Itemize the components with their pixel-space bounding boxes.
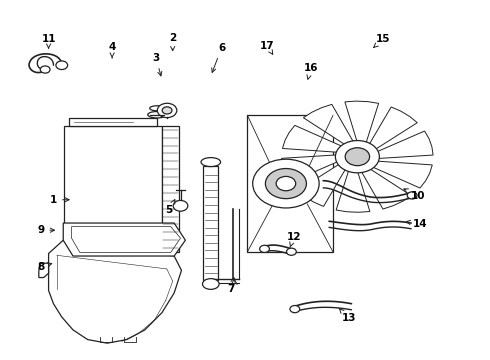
Circle shape bbox=[56, 61, 68, 69]
Circle shape bbox=[253, 159, 319, 208]
Text: 4: 4 bbox=[108, 42, 116, 58]
Text: 15: 15 bbox=[374, 35, 390, 48]
Polygon shape bbox=[297, 164, 345, 206]
Text: 11: 11 bbox=[41, 35, 56, 48]
Text: 8: 8 bbox=[37, 262, 52, 272]
Polygon shape bbox=[63, 223, 185, 256]
Circle shape bbox=[290, 306, 300, 313]
Circle shape bbox=[40, 66, 50, 73]
Text: 1: 1 bbox=[50, 195, 69, 205]
Text: 10: 10 bbox=[404, 189, 426, 201]
Text: 9: 9 bbox=[37, 225, 54, 235]
Bar bbox=[69, 118, 157, 126]
Text: 3: 3 bbox=[152, 53, 162, 76]
Text: 14: 14 bbox=[406, 219, 427, 229]
Polygon shape bbox=[49, 240, 181, 343]
Bar bbox=[162, 126, 179, 252]
Circle shape bbox=[173, 201, 188, 211]
Circle shape bbox=[162, 107, 172, 114]
Circle shape bbox=[266, 168, 306, 199]
Polygon shape bbox=[282, 155, 338, 183]
Ellipse shape bbox=[148, 112, 166, 118]
Polygon shape bbox=[336, 170, 370, 212]
Circle shape bbox=[276, 176, 295, 191]
Circle shape bbox=[345, 148, 369, 166]
Polygon shape bbox=[345, 101, 379, 143]
Bar bbox=[247, 116, 333, 252]
Bar bbox=[203, 166, 218, 280]
Polygon shape bbox=[39, 263, 49, 278]
Circle shape bbox=[407, 192, 417, 199]
Text: 2: 2 bbox=[169, 33, 176, 51]
Ellipse shape bbox=[150, 106, 164, 111]
Polygon shape bbox=[303, 104, 353, 145]
Circle shape bbox=[260, 245, 270, 252]
Polygon shape bbox=[377, 131, 433, 158]
Text: 16: 16 bbox=[304, 63, 318, 79]
Text: 17: 17 bbox=[260, 41, 274, 54]
Text: 7: 7 bbox=[228, 278, 235, 294]
Circle shape bbox=[335, 140, 379, 173]
Polygon shape bbox=[369, 107, 417, 149]
Circle shape bbox=[157, 103, 177, 118]
Text: 6: 6 bbox=[212, 43, 225, 72]
Bar bbox=[64, 126, 162, 252]
Circle shape bbox=[287, 248, 296, 255]
Ellipse shape bbox=[202, 279, 219, 289]
Polygon shape bbox=[361, 169, 412, 209]
Text: 5: 5 bbox=[166, 199, 175, 216]
Text: 13: 13 bbox=[339, 308, 356, 323]
Text: 12: 12 bbox=[287, 232, 301, 247]
Polygon shape bbox=[282, 125, 343, 152]
Ellipse shape bbox=[201, 158, 220, 167]
Polygon shape bbox=[372, 161, 432, 188]
